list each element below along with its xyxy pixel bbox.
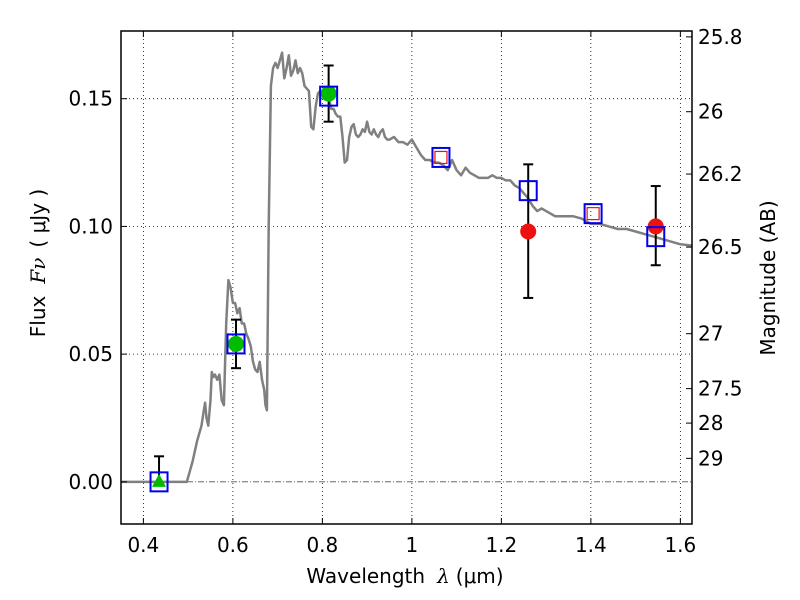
plot-frame [120,30,693,525]
y2-tick-label: 26.5 [698,235,743,259]
y-tick-label: 0.10 [68,214,113,238]
y-tick-label: 0.05 [68,342,113,366]
x-tick-label: 1.6 [664,533,696,557]
y2-tick-label: 26.2 [698,162,743,186]
nir-model-square [586,207,600,221]
x-axis-label-symbol: λ [436,564,450,588]
x-axis-label-unit: (μm) [456,564,504,588]
x-tick-label: 0.4 [127,533,159,557]
y-tick-label: 0.15 [68,87,113,111]
y-axis-label: Flux Fν ( μJy ) [26,189,50,337]
x-tick-label: 0.8 [306,533,338,557]
y-axis-label-symbol: Fν [26,258,50,285]
y-tick-label: 0.00 [68,470,113,494]
model-photometry-square [646,226,666,248]
detections-nir-point [520,223,537,240]
x-tick-label: 0.6 [217,533,249,557]
x-ticks: 0.4 0.6 0.8 1 1.2 1.4 1.6 [127,31,696,557]
y2-tick-label: 27 [698,322,723,346]
y-axis-label-unit: ( μJy ) [26,189,50,248]
model-photometry-square [226,333,246,355]
nir-model-square [434,150,448,165]
y2-tick-label: 28 [698,411,723,435]
model-photometry-square [518,180,538,202]
plot-area [121,51,693,484]
y2-tick-label: 26 [698,100,723,124]
y-ticks: 0.00 0.05 0.10 0.15 [68,87,127,494]
model-photometry-square [149,471,169,493]
detections-optical-point [320,85,337,102]
y2-tick-label: 29 [698,446,723,470]
y-axis-label-text: Flux [26,295,50,337]
model-spectrum-line [121,51,693,484]
y2-tick-label: 27.5 [698,377,743,401]
model-photometry-square [319,85,339,107]
x-tick-label: 1.4 [575,533,607,557]
y2-axis-label: Magnitude (AB) [756,200,780,355]
x-axis-label-text: Wavelength [306,564,425,588]
upper-limit-triangle [152,473,167,487]
detections-optical-point [228,335,245,352]
model-photometry-square [431,146,451,168]
x-tick-label: 1.2 [485,533,517,557]
x-axis-label: Wavelength λ (μm) [306,564,503,588]
x-tick-label: 1 [406,533,419,557]
model-photometry-square [583,203,603,225]
y2-tick-label: 25.8 [698,25,743,49]
markers [149,64,666,493]
y2-ticks: 25.8 26 26.2 26.5 27 27.5 28 29 [686,25,743,470]
